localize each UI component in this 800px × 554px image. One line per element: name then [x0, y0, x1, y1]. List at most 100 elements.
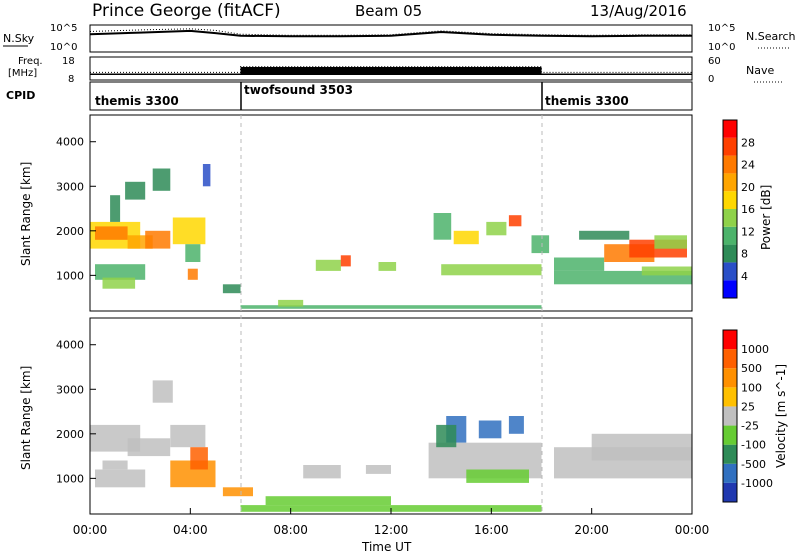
vel-cbar-tick: 100 — [741, 381, 762, 394]
heatmap-cell — [190, 447, 208, 470]
vel-cbar-tick: 500 — [741, 362, 762, 375]
heatmap-cell — [102, 460, 128, 470]
power-cbar-tick: 8 — [741, 248, 748, 261]
heatmap-cell — [315, 259, 341, 271]
heatmap-cell — [531, 235, 550, 254]
heatmap-cell — [152, 380, 173, 403]
heatmap-cell — [265, 496, 391, 506]
freq-label-line1: Freq. — [18, 56, 43, 67]
heatmap-cell — [95, 226, 128, 240]
velocity-yticks: 1000 2000 3000 4000 — [56, 339, 96, 485]
heatmap-cell — [654, 235, 687, 249]
heatmap-cell — [102, 277, 136, 289]
freq-series-layer — [90, 66, 692, 75]
power-colorbar: 28 24 20 16 12 8 4 — [722, 119, 755, 299]
beam-title: Beam 05 — [355, 2, 422, 20]
heatmap-cell — [222, 487, 253, 497]
x-tick-label: 20:00 — [574, 523, 609, 537]
power-cbar-tick: 16 — [741, 203, 755, 216]
power-cbar-tick: 4 — [741, 270, 748, 283]
power-cbar-swatch — [723, 280, 737, 298]
noise-panel — [89, 24, 693, 53]
power-panel — [89, 114, 693, 312]
heatmap-cell — [641, 266, 692, 276]
velocity-heatmap — [90, 380, 692, 512]
power-cbar-tick: 12 — [741, 225, 755, 238]
y-tick-label: 2000 — [56, 428, 84, 441]
power-cbar-tick: 20 — [741, 181, 755, 194]
vel-cbar-frame — [722, 329, 738, 503]
noise-left-label: N.Sky — [3, 32, 35, 45]
vel-cbar-swatch — [723, 349, 737, 369]
vel-cbar-tick: -25 — [741, 420, 759, 433]
heatmap-cell — [486, 221, 507, 236]
x-tick-label: 00:00 — [675, 523, 710, 537]
freq-tick-top: 18 — [62, 56, 75, 67]
power-cbar-swatch — [723, 120, 737, 138]
vel-cbar-swatch — [723, 368, 737, 388]
heatmap-cell — [187, 268, 198, 280]
power-cbar-swatch — [723, 209, 737, 227]
heatmap-cell — [172, 217, 206, 245]
noise-sky-line — [89, 29, 692, 38]
date-title: 13/Aug/2016 — [590, 2, 687, 20]
y-tick-label: 2000 — [56, 225, 84, 238]
power-cbar-swatch — [723, 137, 737, 156]
vel-cbar-swatch — [723, 425, 737, 445]
heatmap-cell — [508, 416, 524, 434]
heatmap-cell — [95, 264, 146, 280]
heatmap-cell — [433, 213, 452, 240]
vel-cbar-swatch — [723, 444, 737, 464]
vel-cbar-tick: -500 — [741, 458, 766, 471]
heatmap-cell — [579, 230, 630, 240]
cpid-panel — [89, 81, 693, 111]
heatmap-cell — [240, 305, 542, 309]
nave-tick-top: 60 — [708, 56, 721, 67]
heatmap-cell — [466, 469, 529, 483]
vel-cbar-swatch — [723, 406, 737, 426]
freq-label-line2: [MHz] — [8, 68, 37, 79]
noise-series-layer — [89, 28, 692, 38]
heatmap-cell — [110, 195, 121, 222]
vel-cbar-tick: -100 — [741, 439, 766, 452]
cpid-segment-1: themis 3300 — [95, 94, 179, 108]
velocity-colorbar: 1000 500 100 25 -25 -100 -500 -1000 — [722, 329, 773, 503]
heatmap-cell — [185, 244, 201, 262]
power-cbar-swatch — [723, 173, 737, 192]
cpid-label: CPID — [6, 89, 35, 102]
heatmap-cell — [478, 420, 502, 439]
heatmap-cell — [365, 465, 391, 474]
x-tick-label: 04:00 — [173, 523, 208, 537]
y-tick-label: 3000 — [56, 383, 84, 396]
x-tick-label: 16:00 — [474, 523, 509, 537]
heatmap-cell — [441, 264, 542, 276]
power-cbar-swatch — [723, 155, 737, 174]
heatmap-cell — [127, 438, 171, 457]
noise-right-tick-top: 10^5 — [708, 23, 735, 34]
heatmap-cell — [202, 164, 211, 187]
vel-cbar-tick: 1000 — [741, 343, 769, 356]
heatmap-cell — [95, 469, 146, 488]
power-cbar-swatch — [723, 191, 737, 209]
heatmap-cell — [378, 262, 397, 271]
noise-search-line — [89, 28, 692, 36]
nave-tick-bottom: 0 — [708, 74, 714, 85]
heatmap-cell — [554, 257, 605, 271]
power-cbar-frame — [722, 119, 738, 299]
heatmap-cell — [591, 433, 692, 461]
vel-cbar-swatch — [723, 482, 737, 502]
power-cbar-tick: 24 — [741, 159, 755, 172]
power-cbar-tick: 28 — [741, 136, 755, 149]
noise-right-label: N.Search — [746, 30, 796, 43]
velocity-ylabel: Slant Range [km] — [19, 366, 33, 470]
heatmap-cell — [278, 299, 304, 307]
vel-cbar-swatch — [723, 463, 737, 483]
nave-label: Nave — [746, 64, 774, 77]
cpid-segment-3: themis 3300 — [545, 94, 629, 108]
heatmap-cell — [125, 181, 146, 200]
x-axis-ticks: 00:00 04:00 08:00 12:00 16:00 20:00 00:00 — [73, 508, 710, 537]
noise-right-tick-bottom: 10^0 — [708, 42, 735, 53]
power-cbar-swatch — [723, 262, 737, 281]
heatmap-cell — [508, 215, 522, 227]
heatmap-cell — [303, 465, 341, 479]
